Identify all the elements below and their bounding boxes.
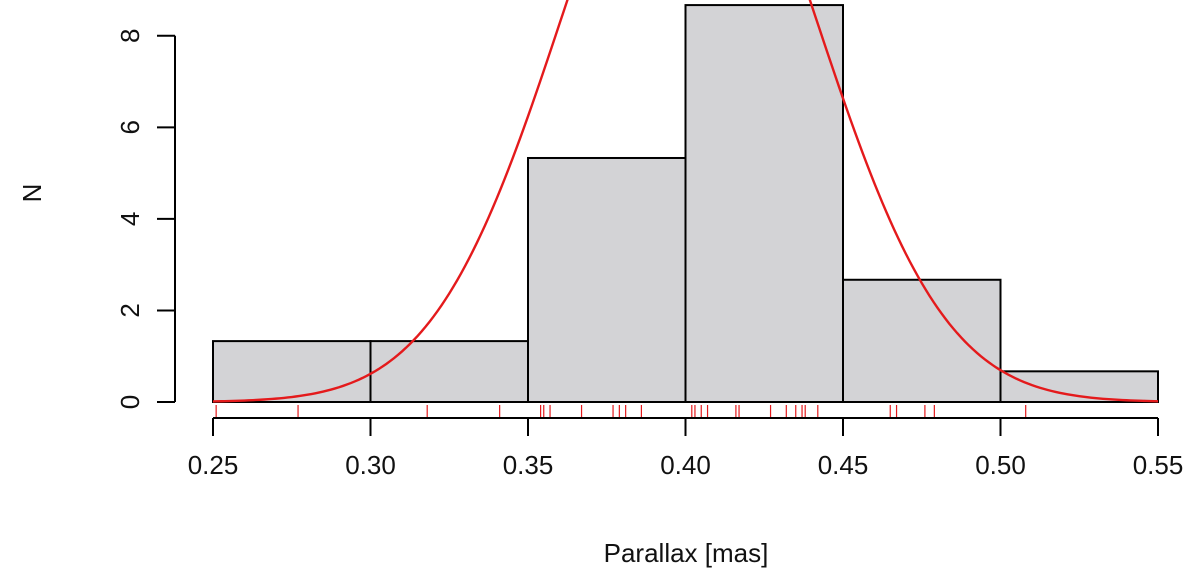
x-tick-label-1: 0.25 <box>188 450 239 480</box>
x-tick-label-3: 0.35 <box>503 450 554 480</box>
y-tick-label-2: 2 <box>115 303 145 317</box>
normal-density-curve <box>212 0 1159 403</box>
x-tick-label-5: 0.45 <box>818 450 869 480</box>
histogram-bars <box>212 4 1159 404</box>
y-tick-label-5: 8 <box>115 29 145 43</box>
y-tick-label-3: 4 <box>115 212 145 226</box>
y-tick-label-1: 0 <box>115 395 145 409</box>
histogram-bar-4 <box>684 4 844 404</box>
x-tick-label-6: 0.50 <box>975 450 1026 480</box>
x-tick-label-2: 0.30 <box>345 450 396 480</box>
x-tick-label-4: 0.40 <box>660 450 711 480</box>
y-axis-title: N <box>17 184 47 203</box>
x-axis: 0.25 0.30 0.35 0.40 0.45 0.50 0.55 <box>188 417 1184 480</box>
x-axis-title: Parallax [mas] <box>604 538 769 568</box>
histogram-bar-2 <box>369 340 529 404</box>
x-tick-label-7: 0.55 <box>1133 450 1184 480</box>
rug-marks <box>215 405 1027 418</box>
histogram-bar-6 <box>999 370 1159 404</box>
y-tick-label-4: 6 <box>115 120 145 134</box>
histogram-bar-3 <box>527 156 687 403</box>
histogram-bar-1 <box>212 340 372 404</box>
histogram-bar-5 <box>842 278 1002 404</box>
y-axis: 0 2 4 6 8 <box>115 29 176 409</box>
